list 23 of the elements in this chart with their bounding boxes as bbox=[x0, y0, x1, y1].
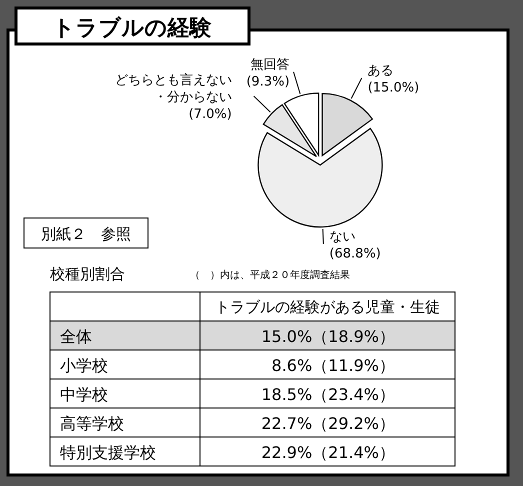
data-label: (7.0%) bbox=[188, 107, 232, 122]
text: 18.5%（23.4%） bbox=[261, 385, 395, 404]
category-label: 小学校 bbox=[60, 356, 108, 375]
text: 22.9%（21.4%） bbox=[261, 443, 395, 462]
text: 別紙２ 参照 bbox=[41, 225, 131, 243]
text: （ ）内は、平成２０年度調査結果 bbox=[190, 269, 350, 281]
slice-label: ある bbox=[368, 64, 394, 79]
data-label: (9.3%) bbox=[246, 74, 290, 90]
category-label: トラブルの経験がある児童・生徒 bbox=[215, 298, 440, 316]
text: 校種別割合 bbox=[49, 265, 125, 283]
category-label: 中学校 bbox=[60, 385, 108, 404]
text: 8.6%（11.9%） bbox=[272, 356, 395, 375]
slice-label: ない bbox=[329, 229, 356, 244]
data-label: (68.8%) bbox=[329, 246, 381, 262]
slice-label: 無回答 bbox=[250, 57, 290, 72]
slice-label: どちらとも言えない・分からない bbox=[114, 72, 232, 106]
chart-title: トラブルの経験 bbox=[52, 16, 212, 41]
category-label: 特別支援学校 bbox=[60, 443, 156, 462]
category-label: 全体 bbox=[60, 327, 92, 346]
text: 15.0%（18.9%） bbox=[261, 327, 395, 346]
category-label: 高等学校 bbox=[60, 414, 124, 433]
data-label: (15.0%) bbox=[368, 80, 420, 96]
text: 22.7%（29.2%） bbox=[261, 414, 395, 433]
